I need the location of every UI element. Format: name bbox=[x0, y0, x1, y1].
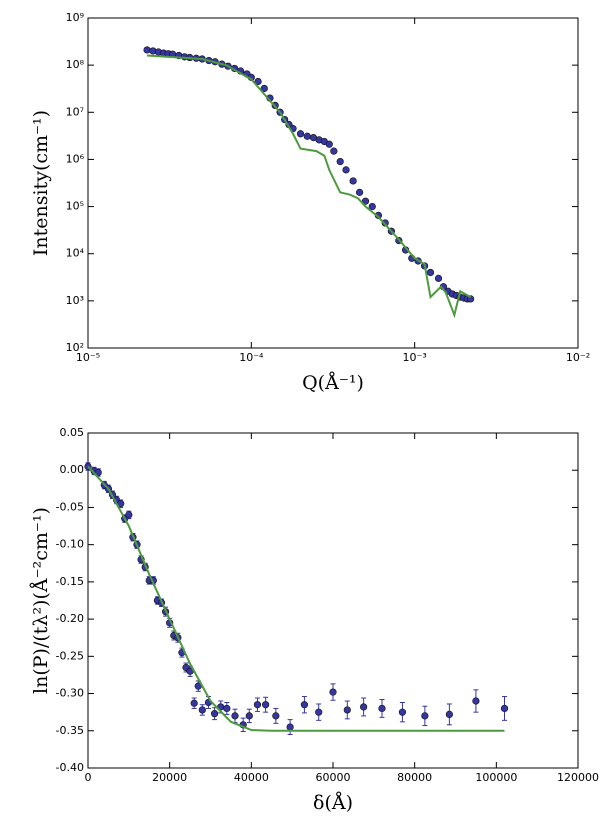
data-point bbox=[300, 701, 309, 709]
y-tick-label: 10³ bbox=[66, 294, 84, 307]
data-point bbox=[262, 701, 270, 709]
data-point bbox=[125, 511, 133, 519]
data-point bbox=[329, 688, 337, 696]
data-point bbox=[143, 46, 151, 54]
data-point bbox=[342, 166, 350, 174]
x-tick-label: 0 bbox=[85, 771, 92, 784]
data-point bbox=[303, 132, 311, 140]
y-tick-label: 10⁵ bbox=[66, 200, 84, 213]
data-point bbox=[253, 701, 262, 709]
data-point bbox=[343, 706, 351, 714]
y-tick-label: -0.20 bbox=[56, 612, 84, 625]
y-tick-label: -0.25 bbox=[56, 649, 84, 662]
y-tick-label: -0.10 bbox=[56, 538, 84, 551]
data-point bbox=[315, 708, 323, 716]
data-point bbox=[286, 723, 294, 731]
axis-title: δ(Å) bbox=[313, 792, 353, 814]
y-tick-label: -0.30 bbox=[56, 687, 84, 700]
data-point bbox=[361, 197, 370, 205]
y-tick-label: 0.05 bbox=[60, 426, 85, 439]
x-tick-label: 10⁻⁵ bbox=[76, 351, 100, 364]
data-point bbox=[368, 202, 376, 211]
data-point bbox=[434, 274, 443, 282]
x-tick-label: 10⁻³ bbox=[403, 351, 427, 364]
data-point bbox=[198, 706, 206, 714]
y-tick-label: 10² bbox=[66, 341, 84, 354]
y-tick-label: 0.00 bbox=[60, 463, 85, 476]
data-point bbox=[325, 140, 333, 148]
x-tick-label: 10⁻⁴ bbox=[239, 351, 264, 364]
x-tick-label: 80000 bbox=[397, 771, 432, 784]
data-point bbox=[94, 468, 102, 477]
data-point bbox=[272, 712, 280, 720]
x-tick-label: 100000 bbox=[475, 771, 517, 784]
x-tick-label: 60000 bbox=[316, 771, 351, 784]
data-point bbox=[398, 708, 407, 716]
y-tick-label: -0.35 bbox=[56, 724, 84, 737]
x-tick-label: 120000 bbox=[557, 771, 599, 784]
data-point bbox=[245, 712, 253, 720]
y-tick-label: 10⁴ bbox=[66, 247, 85, 260]
data-point bbox=[223, 704, 231, 713]
data-point bbox=[445, 710, 453, 719]
data-point bbox=[210, 710, 219, 718]
axis-title: Intensity(cm⁻¹) bbox=[30, 110, 52, 256]
data-point bbox=[426, 268, 435, 277]
y-tick-label: -0.15 bbox=[56, 575, 84, 588]
data-point bbox=[421, 712, 429, 720]
y-tick-label: 10⁷ bbox=[66, 105, 84, 118]
data-point bbox=[349, 177, 357, 185]
data-point bbox=[330, 147, 338, 155]
y-tick-label: -0.40 bbox=[56, 761, 84, 774]
axis-title: Q(Å⁻¹) bbox=[302, 372, 364, 394]
plot-frame bbox=[87, 432, 579, 769]
y-tick-label: 10⁸ bbox=[66, 58, 85, 71]
y-tick-label: -0.05 bbox=[56, 500, 84, 513]
axis-title: ln(P)/(tλ²)(Å⁻²cm⁻¹) bbox=[30, 507, 52, 694]
x-tick-label: 40000 bbox=[234, 771, 269, 784]
data-point bbox=[378, 704, 386, 713]
model-line bbox=[147, 54, 472, 319]
data-point bbox=[355, 188, 364, 196]
data-point bbox=[190, 699, 198, 707]
data-point bbox=[254, 77, 262, 86]
x-tick-label: 10⁻² bbox=[566, 351, 590, 364]
data-point bbox=[231, 712, 239, 720]
data-point bbox=[500, 704, 509, 713]
data-point bbox=[472, 697, 480, 705]
y-tick-label: 10⁶ bbox=[66, 152, 85, 165]
y-tick-label: 10⁹ bbox=[66, 11, 84, 24]
model-line bbox=[87, 465, 505, 732]
x-tick-label: 20000 bbox=[152, 771, 187, 784]
data-point bbox=[336, 157, 344, 166]
data-point bbox=[260, 84, 268, 93]
data-point bbox=[360, 703, 368, 711]
plot-frame bbox=[87, 17, 579, 349]
data-point bbox=[296, 130, 305, 138]
